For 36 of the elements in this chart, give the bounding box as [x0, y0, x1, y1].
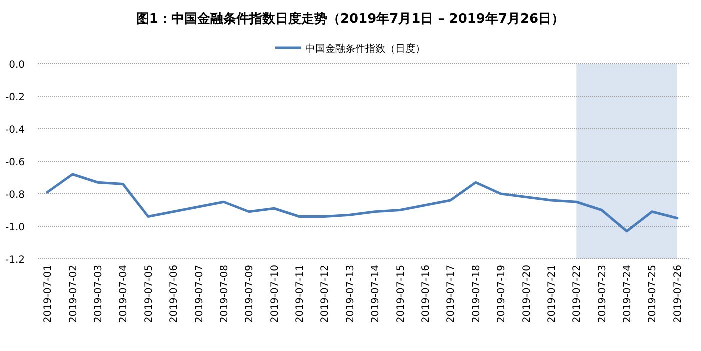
y-tick-label: -0.2	[5, 92, 25, 104]
x-tick-label: 2019-07-21	[546, 265, 558, 324]
y-tick-label: -0.8	[5, 190, 25, 201]
y-tick-label: -1.2	[5, 255, 25, 266]
y-tick-label: -0.6	[5, 158, 25, 168]
x-tick-label: 2019-07-17	[446, 265, 458, 324]
x-tick-label: 2019-07-04	[118, 265, 130, 324]
x-tick-label: 2019-07-09	[244, 265, 256, 324]
chart-title: 图1：中国金融条件指数日度走势（2019年7月1日 – 2019年7月26日）	[136, 11, 565, 27]
x-tick-label: 2019-07-19	[496, 265, 508, 324]
line-series	[46, 173, 679, 233]
x-tick-label: 2019-07-01	[43, 265, 54, 324]
x-tick-label: 2019-07-14	[370, 265, 382, 324]
x-tick-label: 2019-07-05	[144, 265, 155, 324]
x-tick-label: 2019-07-06	[169, 265, 180, 324]
x-tick-label: 2019-07-07	[194, 265, 206, 324]
legend-label: 中国金融条件指数（日度）	[306, 43, 426, 55]
x-tick-label: 2019-07-15	[396, 265, 407, 324]
x-tick-label: 2019-07-03	[93, 265, 104, 324]
y-tick-label: -1.0	[5, 222, 25, 234]
x-tick-label: 2019-07-26	[672, 265, 684, 324]
x-tick-label: 2019-07-10	[270, 265, 281, 324]
x-tick-label: 2019-07-20	[522, 265, 533, 324]
x-tick-label: 2019-07-25	[648, 265, 659, 324]
x-tick-label: 2019-07-16	[420, 265, 432, 324]
x-tick-label: 2019-07-13	[345, 265, 356, 324]
x-tick-label: 2019-07-11	[295, 265, 306, 324]
x-tick-label: 2019-07-22	[572, 265, 584, 324]
x-tick-label: 2019-07-24	[622, 265, 634, 324]
x-tick-label: 2019-07-18	[471, 265, 482, 324]
y-tick-label: -0.4	[5, 125, 25, 136]
x-tick-label: 2019-07-02	[68, 265, 80, 324]
y-tick-label: 0.0	[9, 60, 25, 71]
x-tick-label: 2019-07-23	[597, 265, 608, 324]
x-tick-label: 2019-07-12	[320, 265, 332, 324]
x-tick-label: 2019-07-08	[219, 265, 230, 324]
